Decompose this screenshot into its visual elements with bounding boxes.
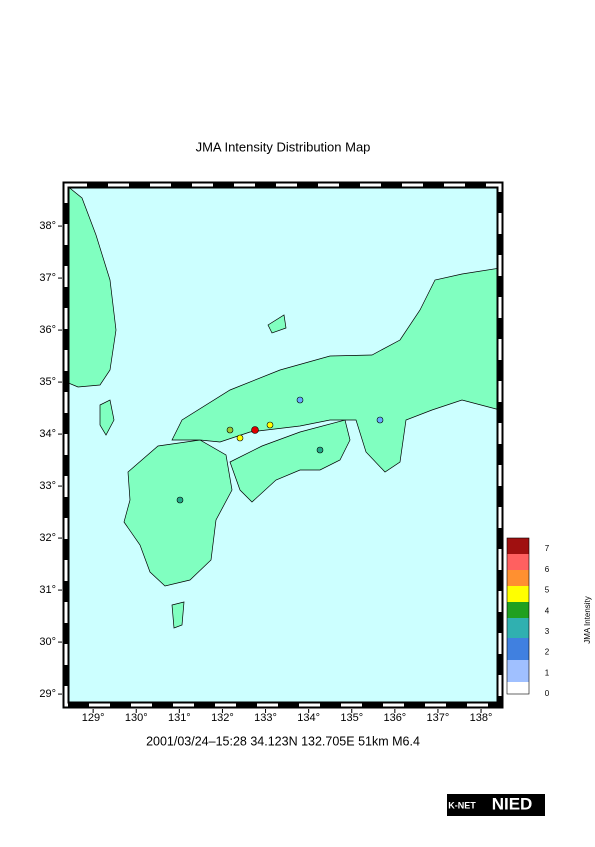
x-tick-label: 130° <box>125 712 148 724</box>
legend-swatch <box>507 586 529 602</box>
y-tick-label: 33° <box>39 480 56 492</box>
legend-label: 6 <box>545 565 550 574</box>
x-tick-label: 138° <box>470 712 493 724</box>
map-title: JMA Intensity Distribution Map <box>196 139 371 154</box>
x-tick-label: 134° <box>297 712 320 724</box>
y-tick-label: 36° <box>39 324 56 336</box>
legend-title: JMA Intensity <box>583 596 592 644</box>
y-tick-label: 29° <box>39 688 56 700</box>
legend-label: 1 <box>545 668 550 677</box>
legend-label: 7 <box>545 544 550 553</box>
legend-label: 0 <box>545 689 550 698</box>
station <box>376 416 384 424</box>
station <box>226 426 234 434</box>
y-tick-label: 31° <box>39 584 56 596</box>
station <box>176 496 184 504</box>
legend-box <box>506 537 530 695</box>
station <box>316 446 324 454</box>
legend-swatch <box>507 638 529 660</box>
legend-swatch <box>507 602 529 618</box>
x-tick-label: 131° <box>168 712 191 724</box>
frame-ticks <box>64 183 502 707</box>
legend-label: 5 <box>545 586 550 595</box>
legend: JMA Intensity <box>506 537 592 695</box>
legend-swatch <box>507 660 529 682</box>
korea <box>65 184 117 388</box>
logo-box <box>447 794 545 816</box>
legend-swatch <box>507 570 529 586</box>
x-tick-label: 136° <box>383 712 406 724</box>
y-tick-label: 37° <box>39 272 56 284</box>
legend-label: 2 <box>545 648 550 657</box>
station <box>236 434 244 442</box>
legend-swatch <box>507 554 529 570</box>
legend-swatch <box>507 618 529 638</box>
tsushima <box>99 399 115 436</box>
legend-swatch <box>507 538 529 554</box>
x-tick-label: 129° <box>82 712 105 724</box>
station <box>296 396 304 404</box>
land <box>65 184 501 629</box>
stations <box>176 396 384 504</box>
y-tick-label: 38° <box>39 220 56 232</box>
honshu <box>171 267 501 473</box>
shikoku <box>229 419 351 503</box>
legend-swatch <box>507 682 529 694</box>
kyushu <box>123 439 233 587</box>
legend-label: 4 <box>545 606 550 615</box>
station <box>251 426 259 434</box>
y-tick-label: 34° <box>39 428 56 440</box>
x-tick-label: 133° <box>254 712 277 724</box>
logo-nied: NIED <box>492 794 533 813</box>
y-tick-label: 35° <box>39 376 56 388</box>
x-tick-label: 132° <box>211 712 234 724</box>
caption: 2001/03/24–15:28 34.123N 132.705E 51km M… <box>146 734 420 748</box>
legend-label: 3 <box>545 627 550 636</box>
oki <box>267 314 287 334</box>
x-tick-label: 135° <box>340 712 363 724</box>
x-tick-label: 137° <box>427 712 450 724</box>
yakushima <box>171 601 185 629</box>
y-tick-label: 30° <box>39 636 56 648</box>
y-tick-label: 32° <box>39 532 56 544</box>
logo-knet: K-NET <box>448 800 476 810</box>
station <box>266 421 274 429</box>
